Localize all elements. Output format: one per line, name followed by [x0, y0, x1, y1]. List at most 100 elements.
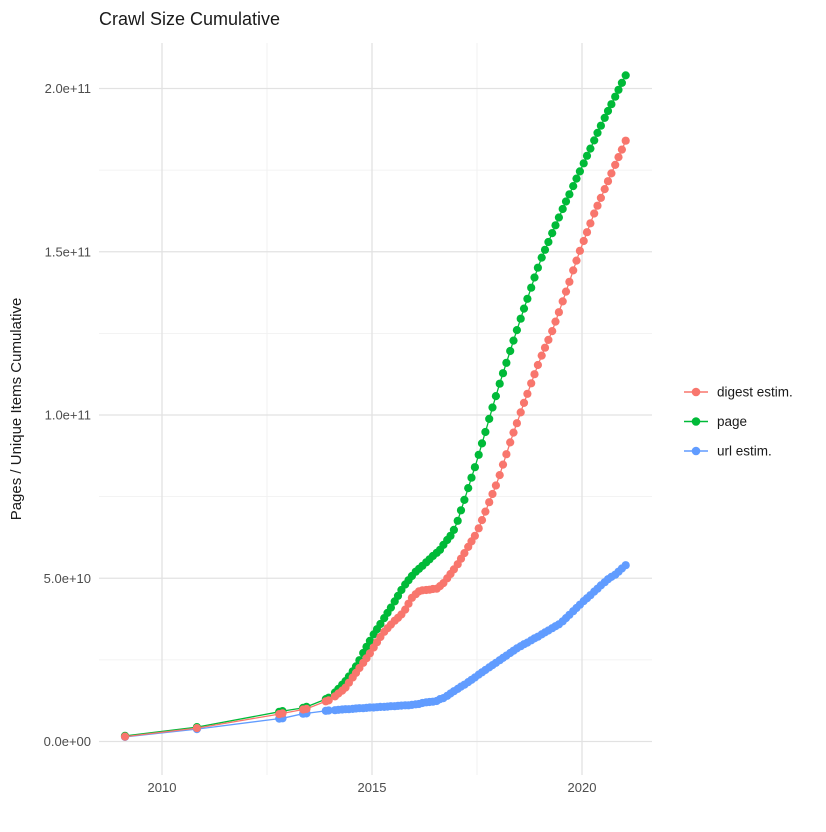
- data-point-digest-estim: [481, 507, 490, 516]
- data-point-digest-estim: [590, 209, 599, 218]
- data-point-page: [460, 495, 469, 504]
- data-point-digest-estim: [607, 169, 616, 178]
- data-point-digest-estim: [600, 185, 609, 194]
- data-point-page: [551, 221, 560, 230]
- data-point-digest-estim: [544, 335, 553, 344]
- data-point-digest-estim: [502, 450, 511, 459]
- legend: digest estim. page url estim.: [684, 385, 793, 459]
- data-point-digest-estim: [498, 460, 508, 469]
- data-point-digest-estim: [509, 428, 518, 437]
- data-point-digest-estim: [611, 160, 620, 169]
- data-point-digest-estim: [593, 201, 602, 210]
- x-axis-tick-label: 2020: [568, 780, 597, 795]
- data-point-page: [544, 237, 553, 247]
- legend-item-label: digest estim.: [717, 385, 793, 400]
- data-point-page: [386, 603, 395, 612]
- y-axis-tick-label: 1.0e+11: [45, 408, 91, 423]
- data-point-digest-estim: [491, 481, 500, 490]
- data-point-page: [533, 263, 543, 272]
- data-point-digest-estim: [365, 649, 374, 658]
- data-point-digest-estim: [586, 219, 595, 228]
- data-point-page: [600, 113, 609, 122]
- data-point-page: [611, 92, 620, 101]
- data-point-page: [365, 636, 374, 646]
- axis-tick-labels: 0.0e+00 5.0e+10 1.0e+11 1.5e+11 2.0e+11 2010 2…: [44, 81, 597, 795]
- data-point-page: [449, 525, 458, 535]
- data-point-page: [621, 71, 630, 80]
- y-axis-title: Pages / Unique Items Cumulative: [8, 298, 25, 521]
- data-point-page: [617, 78, 627, 87]
- data-point-digest-estim: [569, 266, 578, 275]
- data-point-digest-estim: [523, 389, 532, 398]
- data-point-page: [467, 473, 476, 482]
- legend-item-digest-estim: digest estim.: [684, 385, 793, 400]
- data-point-digest-estim: [548, 327, 557, 336]
- data-point-page: [481, 427, 490, 437]
- data-point-page: [607, 100, 616, 109]
- data-point-page: [579, 159, 588, 168]
- data-point-page: [506, 346, 515, 356]
- data-point-page: [502, 358, 511, 367]
- data-point-url-estim: [621, 561, 630, 570]
- data-point-digest-estim: [477, 516, 487, 525]
- x-axis-tick-label: 2015: [358, 780, 387, 795]
- legend-key-dot: [691, 387, 701, 397]
- data-point-page: [614, 85, 623, 94]
- data-point-page: [456, 506, 466, 515]
- y-axis-tick-label: 0.0e+00: [44, 734, 91, 749]
- legend-item-label: page: [717, 414, 747, 429]
- data-point-digest-estim: [537, 351, 546, 360]
- data-point-page: [519, 304, 529, 313]
- data-point-page: [593, 128, 602, 137]
- data-point-page: [523, 294, 532, 303]
- legend-item-url-estim: url estim.: [684, 444, 772, 459]
- data-point-digest-estim: [558, 297, 567, 306]
- series-url-estim: [120, 561, 630, 742]
- data-point-url-estim: [324, 706, 333, 715]
- data-point-digest-estim: [527, 379, 536, 388]
- data-point-digest-estim: [120, 732, 130, 741]
- data-point-page: [512, 326, 522, 335]
- series-digest-estim: [120, 136, 630, 741]
- data-point-digest-estim: [460, 549, 469, 558]
- legend-key-dot: [691, 417, 701, 426]
- data-point-digest-estim: [565, 277, 574, 286]
- chart-title: Crawl Size Cumulative: [99, 9, 280, 29]
- data-point-page: [530, 273, 539, 282]
- data-point-digest-estim: [519, 398, 529, 407]
- data-point-page: [590, 136, 599, 145]
- data-point-digest-estim: [561, 287, 571, 296]
- data-point-page: [569, 182, 578, 191]
- data-point-page: [516, 314, 525, 323]
- data-point-page: [565, 190, 574, 199]
- data-point-digest-estim: [488, 489, 497, 499]
- data-point-digest-estim: [579, 236, 588, 246]
- data-point-digest-estim: [582, 228, 592, 237]
- data-point-page: [575, 167, 585, 176]
- data-point-digest-estim: [512, 419, 522, 428]
- data-point-page: [527, 283, 536, 292]
- data-point-digest-estim: [621, 136, 630, 145]
- data-point-digest-estim: [603, 177, 613, 186]
- chart-series: [120, 71, 630, 742]
- data-point-digest-estim: [533, 360, 543, 370]
- data-point-digest-estim: [485, 498, 494, 507]
- data-point-page: [488, 403, 497, 412]
- data-point-page: [540, 245, 550, 254]
- data-point-digest-estim: [302, 704, 311, 714]
- y-axis-tick-label: 5.0e+10: [44, 571, 91, 586]
- data-point-digest-estim: [516, 408, 525, 417]
- data-point-page: [477, 439, 487, 448]
- data-point-digest-estim: [495, 471, 504, 480]
- data-point-page: [554, 213, 564, 222]
- data-point-page: [582, 151, 592, 160]
- data-point-digest-estim: [614, 153, 623, 162]
- data-point-digest-estim: [551, 317, 560, 326]
- data-point-page: [470, 463, 479, 472]
- data-point-digest-estim: [530, 370, 539, 379]
- data-point-page: [561, 197, 571, 206]
- x-axis-tick-label: 2010: [148, 780, 177, 795]
- data-point-page: [586, 144, 595, 153]
